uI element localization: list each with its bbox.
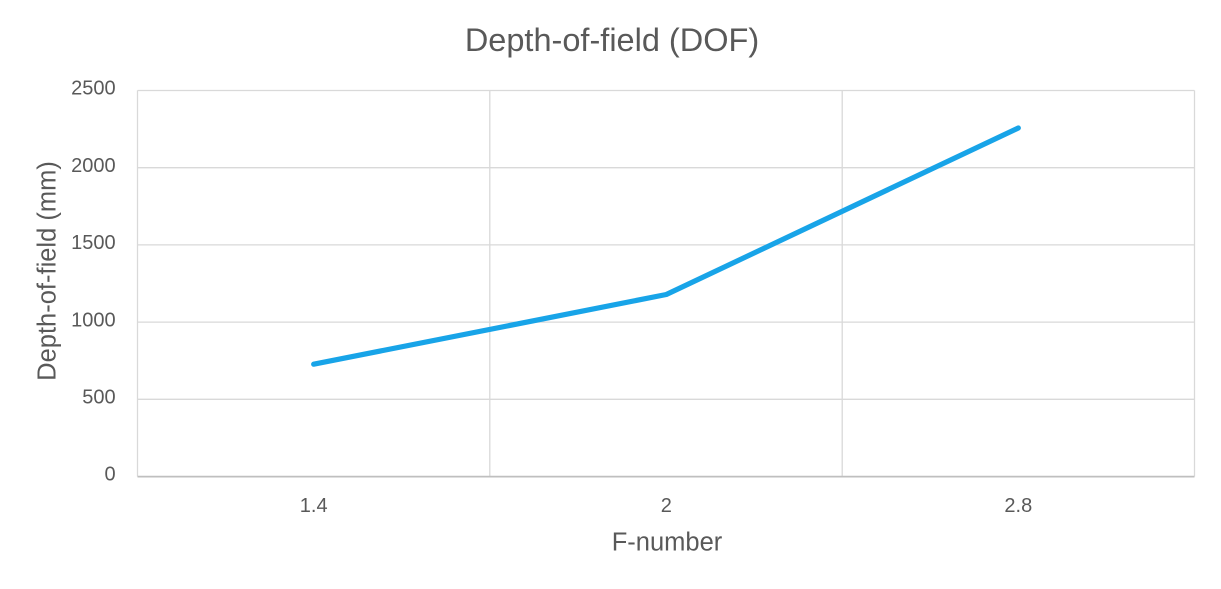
- svg-text:2500: 2500: [71, 78, 116, 100]
- svg-text:2000: 2000: [71, 155, 116, 177]
- svg-text:1.4: 1.4: [300, 495, 328, 517]
- svg-text:Depth-of-field (DOF): Depth-of-field (DOF): [465, 22, 759, 58]
- svg-text:1500: 1500: [71, 232, 116, 254]
- svg-text:500: 500: [82, 387, 115, 409]
- svg-text:F-number: F-number: [612, 528, 723, 556]
- svg-text:2: 2: [661, 495, 672, 517]
- svg-text:2.8: 2.8: [1004, 495, 1032, 517]
- svg-text:1000: 1000: [71, 309, 116, 331]
- svg-text:0: 0: [104, 464, 115, 486]
- svg-text:Depth-of-field (mm): Depth-of-field (mm): [34, 161, 62, 381]
